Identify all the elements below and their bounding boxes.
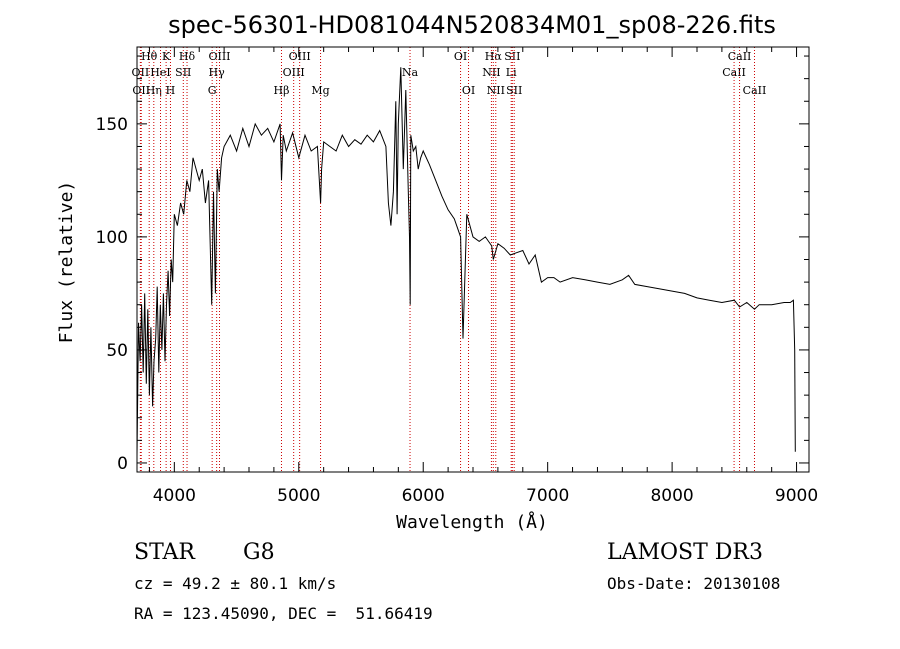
observation-date: Obs-Date: 20130108: [607, 574, 781, 593]
line-marker-label: Na: [402, 66, 419, 79]
x-tick-label: 9000: [775, 486, 818, 506]
line-marker-label: OIII: [283, 66, 305, 79]
line-marker-label: HeI: [150, 66, 170, 79]
x-axis-ticks: 4000 5000 6000 7000 8000 9000: [148, 47, 818, 506]
x-tick-label: 4000: [153, 486, 196, 506]
plot-frame: [136, 46, 810, 473]
line-marker-label: Hγ: [209, 66, 226, 79]
line-marker-label: Li: [506, 66, 517, 79]
spectral-line-markers: OIIOIIHθHηHeIKHSIIHδGHγOIIIHβOIIIOIIIMgN…: [132, 47, 767, 472]
line-marker-label: H: [166, 84, 176, 97]
y-tick-label: 0: [117, 454, 128, 474]
line-marker-label: NII: [482, 66, 500, 79]
line-marker-label: OII: [132, 66, 150, 79]
line-marker-label: OIII: [289, 50, 311, 63]
line-marker-label: CaII: [743, 84, 767, 97]
chart-title: spec-56301-HD081044N520834M01_sp08-226.f…: [168, 11, 776, 39]
x-tick-label: 5000: [277, 486, 320, 506]
y-tick-label: 50: [106, 341, 128, 361]
y-tick-label: 100: [96, 228, 128, 248]
x-axis-label: Wavelength (Å): [396, 511, 548, 533]
line-marker-label: OIII: [208, 50, 230, 63]
line-marker-label: OI: [454, 50, 467, 63]
line-marker-label: Hα: [485, 50, 503, 63]
radial-velocity: cz = 49.2 ± 80.1 km/s: [134, 574, 337, 593]
line-marker-label: G: [208, 84, 217, 97]
spectrum-line: [136, 67, 796, 457]
line-marker-label: Hη: [146, 84, 162, 97]
line-marker-label: CaII: [728, 50, 752, 63]
line-marker-label: Hδ: [179, 50, 196, 63]
x-tick-label: 6000: [402, 486, 445, 506]
y-tick-label: 150: [96, 115, 128, 135]
y-axis-ticks: 0 50 100 150: [96, 55, 809, 474]
line-marker-label: Mg: [311, 84, 329, 97]
line-marker-label: SII: [506, 84, 522, 97]
line-marker-label: NII: [487, 84, 505, 97]
x-tick-label: 7000: [526, 486, 569, 506]
object-class: STAR: [134, 540, 195, 565]
object-subclass: G8: [243, 540, 275, 565]
line-marker-label: SII: [175, 66, 191, 79]
line-marker-label: K: [162, 50, 171, 63]
line-marker-label: SII: [504, 50, 520, 63]
sky-coordinates: RA = 123.45090, DEC = 51.66419: [134, 604, 433, 623]
y-axis-label: Flux (relative): [56, 181, 77, 344]
x-tick-label: 8000: [650, 486, 693, 506]
survey-name: LAMOST DR3: [607, 540, 763, 565]
line-marker-label: Hβ: [274, 84, 290, 97]
line-marker-label: CaII: [722, 66, 746, 79]
line-marker-label: OI: [462, 84, 475, 97]
